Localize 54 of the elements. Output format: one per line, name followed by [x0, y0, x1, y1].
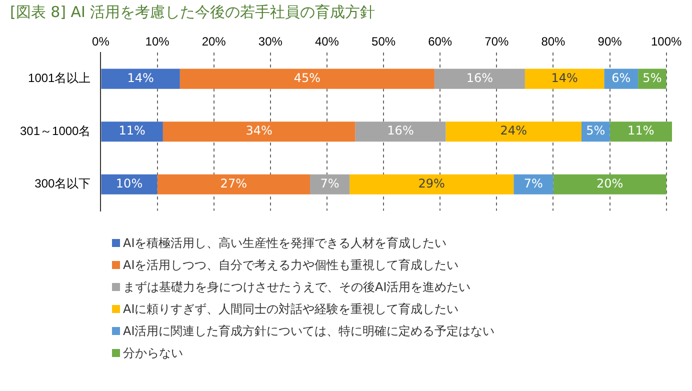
data-label: 6% [612, 70, 631, 85]
bar [101, 174, 158, 194]
legend-label: AIを活用しつつ、自分で考える力や個性も重視して育成したい [123, 257, 459, 274]
data-label: 5% [642, 70, 662, 85]
x-tick-label: 30% [258, 34, 283, 49]
data-label: 11% [118, 124, 146, 138]
data-label: 10% [116, 176, 143, 191]
legend-label: 分からない [123, 345, 183, 362]
bar [355, 122, 446, 142]
x-tick-label: 10% [145, 34, 170, 49]
bar [514, 174, 554, 194]
legend-label: AI活用に関連した育成方針については、特に明確に定める予定はない [123, 323, 495, 340]
x-tick-label: 0% [92, 34, 110, 49]
x-tick-label: 90% [598, 34, 622, 49]
data-label: 7% [320, 176, 340, 191]
x-tick-label: 100% [650, 34, 682, 49]
y-tick-label: 1001名以上 [28, 71, 91, 86]
data-label: 34% [246, 124, 272, 138]
x-tick-label: 40% [314, 34, 340, 49]
data-label: 29% [418, 176, 445, 191]
bar [180, 68, 434, 89]
data-label: 14% [127, 70, 154, 85]
legend-label: AIに頼りすぎず、人間同士の対話や経験を重視して育成したい [123, 301, 459, 318]
bar [524, 68, 604, 89]
data-label: 24% [500, 124, 527, 138]
x-tick-label: 20% [202, 34, 226, 49]
bar [434, 68, 525, 89]
x-tick-label: 70% [484, 34, 509, 49]
x-tick-label: 80% [541, 34, 566, 49]
bar [446, 122, 582, 142]
bar [553, 174, 666, 194]
data-label: 45% [294, 70, 321, 85]
legend-label: AIを積極活用し、高い生産性を発揮できる人材を育成したい [123, 235, 447, 252]
data-label: 27% [220, 176, 247, 191]
data-label: 11% [628, 124, 654, 138]
legend-label: まずは基礎力を身につけさせたうえで、その後AI活用を進めたい [123, 279, 471, 296]
bar [310, 174, 350, 194]
bar [101, 122, 163, 142]
bar [101, 68, 180, 89]
data-label: 14% [551, 70, 578, 85]
x-tick-label: 50% [372, 34, 396, 49]
bar [162, 122, 356, 142]
data-label: 16% [387, 124, 414, 138]
y-tick-label: 301～1000名 [20, 124, 91, 138]
data-label: 20% [596, 176, 624, 191]
data-label: 5% [586, 124, 606, 138]
data-label: 16% [466, 70, 494, 85]
chart-title: [図表 8] AI 活用を考慮した今後の若手社員の育成方針 [10, 2, 376, 21]
data-label: 7% [524, 176, 543, 191]
x-tick-label: 60% [428, 34, 452, 49]
bar [350, 174, 514, 194]
y-tick-label: 300名以下 [34, 176, 91, 191]
bar [610, 122, 672, 142]
bar [157, 174, 310, 194]
